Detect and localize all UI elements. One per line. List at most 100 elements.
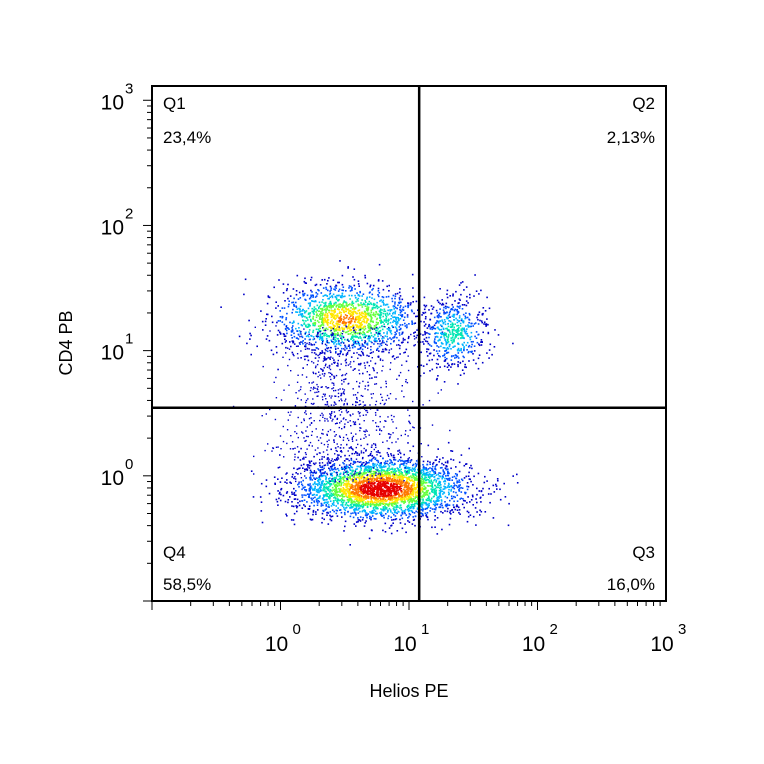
data-point	[355, 509, 357, 511]
data-point	[292, 505, 295, 508]
data-point	[333, 464, 336, 467]
data-point	[427, 468, 430, 470]
data-point	[425, 336, 428, 339]
data-point	[345, 501, 348, 504]
data-point	[374, 458, 376, 460]
data-point	[327, 314, 329, 317]
data-point	[310, 319, 312, 321]
data-point	[422, 334, 424, 336]
data-point	[357, 300, 359, 302]
data-point	[328, 309, 331, 312]
data-point	[325, 327, 328, 330]
data-point	[238, 335, 241, 338]
data-point	[472, 359, 475, 361]
data-point	[324, 490, 326, 493]
data-point	[454, 300, 456, 302]
data-point	[433, 341, 436, 344]
data-point	[260, 510, 263, 512]
data-point	[313, 455, 315, 458]
data-point	[420, 515, 423, 518]
data-point	[358, 311, 361, 314]
data-point	[452, 459, 455, 461]
data-point	[458, 481, 461, 483]
data-point	[386, 478, 389, 480]
data-point	[438, 495, 440, 498]
data-point	[403, 491, 406, 493]
data-point	[377, 335, 379, 338]
data-point	[324, 334, 326, 337]
data-point	[355, 319, 358, 321]
data-point	[347, 491, 350, 494]
data-point	[459, 299, 461, 301]
data-point	[462, 313, 465, 316]
data-point	[442, 322, 445, 325]
data-point	[368, 296, 371, 298]
data-point	[328, 342, 330, 344]
data-point	[384, 310, 387, 313]
data-point	[347, 511, 349, 513]
data-point	[388, 507, 391, 510]
data-point	[392, 294, 395, 297]
data-point	[379, 479, 382, 481]
data-point	[438, 461, 440, 463]
data-point	[298, 291, 301, 294]
data-point	[325, 320, 327, 323]
data-point	[409, 513, 412, 516]
data-point	[321, 317, 324, 319]
data-point	[438, 315, 440, 317]
data-point	[394, 303, 396, 305]
data-point	[351, 287, 353, 289]
data-point	[381, 509, 383, 511]
data-point	[384, 304, 387, 306]
data-point	[447, 336, 450, 339]
data-point	[326, 321, 328, 323]
data-point	[426, 512, 429, 514]
data-point	[364, 315, 367, 318]
data-point	[433, 495, 435, 497]
data-point	[371, 511, 373, 513]
data-point	[466, 328, 468, 330]
data-point	[403, 462, 405, 465]
data-point	[339, 303, 341, 305]
data-point	[329, 358, 331, 360]
data-point	[414, 492, 417, 494]
data-point	[364, 504, 367, 506]
data-point	[434, 336, 437, 338]
data-point	[448, 369, 450, 371]
data-point	[393, 316, 396, 318]
data-point	[381, 477, 384, 480]
data-point	[369, 477, 372, 480]
data-point	[377, 493, 380, 496]
data-point	[322, 320, 325, 322]
data-point	[348, 287, 350, 289]
data-point	[450, 339, 452, 342]
data-point	[285, 318, 287, 321]
data-point	[475, 337, 478, 339]
data-point	[481, 361, 484, 364]
data-point	[340, 489, 342, 492]
data-point	[380, 499, 382, 501]
data-point	[302, 319, 304, 322]
data-point	[327, 464, 329, 466]
data-point	[320, 336, 323, 339]
data-point	[443, 334, 445, 336]
data-point	[420, 512, 422, 514]
data-point	[326, 350, 329, 353]
data-point	[463, 327, 465, 330]
data-point	[408, 472, 411, 474]
data-point	[314, 496, 316, 499]
data-point	[378, 292, 381, 294]
data-point	[359, 319, 362, 321]
data-point	[331, 314, 333, 317]
data-point	[362, 504, 365, 507]
data-point	[317, 354, 319, 357]
data-point	[458, 333, 460, 335]
data-point	[384, 480, 387, 483]
data-point	[401, 315, 403, 318]
data-point	[452, 355, 455, 357]
data-point	[448, 320, 450, 322]
data-point	[380, 511, 383, 513]
data-point	[481, 321, 483, 324]
data-point	[429, 467, 431, 469]
data-point	[379, 343, 381, 345]
